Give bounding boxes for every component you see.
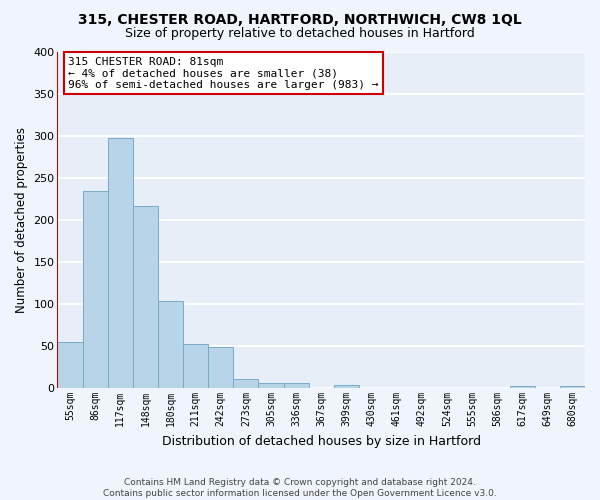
- Text: 315 CHESTER ROAD: 81sqm
← 4% of detached houses are smaller (38)
96% of semi-det: 315 CHESTER ROAD: 81sqm ← 4% of detached…: [68, 56, 379, 90]
- Bar: [108, 138, 133, 388]
- Bar: [208, 347, 233, 388]
- Bar: [284, 383, 308, 388]
- Bar: [133, 206, 158, 388]
- Bar: [259, 383, 284, 388]
- Bar: [83, 191, 108, 388]
- Text: Size of property relative to detached houses in Hartford: Size of property relative to detached ho…: [125, 28, 475, 40]
- X-axis label: Distribution of detached houses by size in Hartford: Distribution of detached houses by size …: [162, 434, 481, 448]
- Bar: [58, 342, 83, 388]
- Text: 315, CHESTER ROAD, HARTFORD, NORTHWICH, CW8 1QL: 315, CHESTER ROAD, HARTFORD, NORTHWICH, …: [78, 12, 522, 26]
- Y-axis label: Number of detached properties: Number of detached properties: [15, 127, 28, 313]
- Text: Contains HM Land Registry data © Crown copyright and database right 2024.
Contai: Contains HM Land Registry data © Crown c…: [103, 478, 497, 498]
- Bar: [334, 385, 359, 388]
- Bar: [509, 386, 535, 388]
- Bar: [183, 344, 208, 388]
- Bar: [560, 386, 585, 388]
- Bar: [158, 302, 183, 388]
- Bar: [233, 379, 259, 388]
